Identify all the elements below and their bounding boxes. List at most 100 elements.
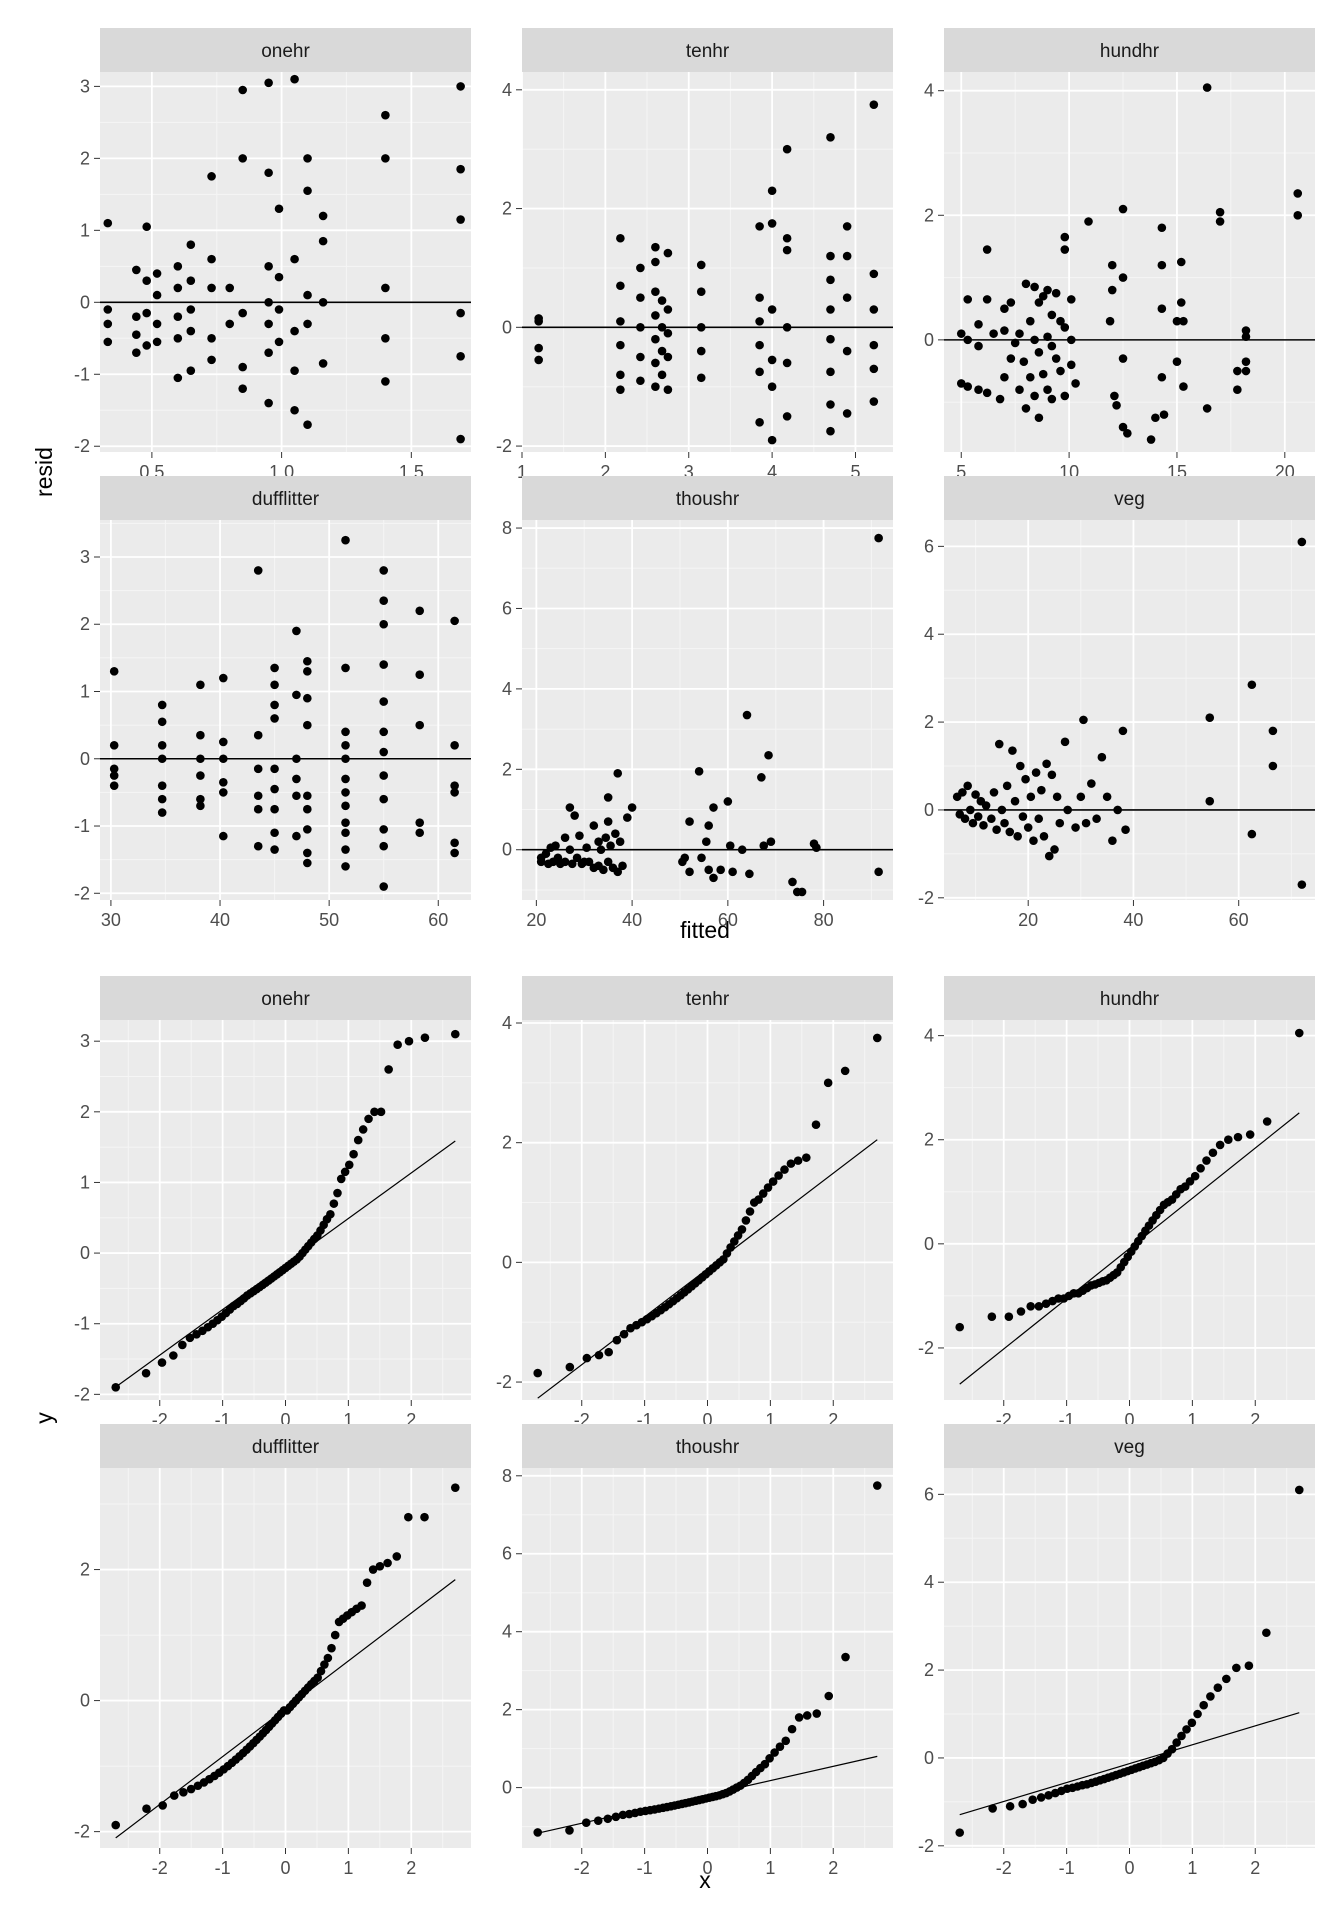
qq-point — [313, 1673, 322, 1682]
facet-strip-residuals-onehr — [100, 28, 471, 72]
y-tick-label: 4 — [924, 81, 934, 101]
data-point — [381, 283, 390, 293]
qq-point — [760, 1759, 770, 1769]
data-point — [963, 335, 973, 345]
data-point — [782, 323, 792, 332]
qq-point — [393, 1040, 402, 1050]
data-point — [1047, 310, 1057, 320]
data-point — [1241, 357, 1251, 366]
data-point — [264, 298, 273, 307]
data-point — [1037, 785, 1046, 795]
y-tick-label: 6 — [924, 536, 934, 556]
data-point — [874, 533, 883, 543]
data-point — [958, 788, 967, 797]
data-point — [1066, 335, 1076, 345]
data-point — [657, 323, 667, 332]
qq-point — [368, 1565, 378, 1574]
data-point — [292, 626, 301, 636]
data-point — [253, 566, 263, 575]
y-tick-label: 6 — [924, 1484, 934, 1504]
data-point — [219, 778, 228, 787]
x-tick-label: 1 — [1187, 1410, 1197, 1430]
data-point — [1176, 298, 1186, 307]
data-point — [1047, 394, 1057, 404]
data-point — [1043, 285, 1052, 295]
data-point — [274, 337, 284, 347]
data-point — [253, 730, 263, 740]
data-point — [238, 362, 247, 372]
data-point — [456, 308, 465, 318]
data-point — [379, 747, 389, 757]
data-point — [264, 168, 273, 178]
facet-strip-label-residuals-dufflitter: dufflitter — [252, 489, 320, 510]
data-point — [997, 805, 1007, 815]
qq-point — [420, 1033, 430, 1042]
qq-point — [111, 1820, 121, 1830]
data-point — [534, 355, 543, 365]
data-point — [956, 329, 966, 338]
facet-strip-label-qq-onehr: onehr — [261, 989, 310, 1010]
qq-point — [336, 1174, 346, 1184]
qq-point — [768, 1177, 778, 1186]
data-point — [303, 804, 312, 814]
y-tick-label: 2 — [924, 205, 934, 225]
data-point — [716, 865, 725, 875]
data-point — [103, 218, 113, 228]
data-point — [1043, 332, 1052, 342]
data-point — [379, 794, 389, 804]
data-point — [1066, 295, 1076, 304]
data-point — [1034, 298, 1044, 307]
data-point — [1019, 357, 1029, 366]
data-point — [450, 848, 459, 858]
data-point — [1118, 273, 1128, 282]
data-point — [1039, 832, 1049, 841]
qq-point — [1233, 1132, 1243, 1142]
data-point — [1247, 680, 1257, 690]
facet-residuals-tenhr: tenhr 1 2 3 4 5 -2 0 2 4 — [496, 28, 893, 482]
data-point — [1215, 207, 1225, 217]
qq-point — [774, 1171, 783, 1180]
data-point — [1202, 404, 1212, 413]
data-point — [826, 400, 835, 409]
data-point — [292, 831, 301, 841]
qq-point — [323, 1653, 333, 1663]
y-tick-label: -2 — [918, 1338, 934, 1358]
y-tick-label: 4 — [502, 80, 512, 100]
data-point — [303, 656, 312, 666]
y-tick-label: -2 — [918, 1836, 934, 1856]
data-point — [618, 861, 627, 871]
data-point — [651, 334, 660, 344]
data-point — [974, 385, 983, 395]
data-point — [196, 771, 205, 780]
facet-strip-qq-hundhr — [944, 976, 1315, 1020]
data-point — [826, 133, 835, 142]
data-point — [767, 382, 777, 391]
qq-point — [1199, 1700, 1208, 1710]
data-point — [767, 355, 777, 365]
data-point — [709, 873, 718, 883]
data-point — [274, 305, 284, 314]
data-point — [1297, 880, 1307, 889]
data-point — [596, 845, 606, 855]
facet-strip-residuals-tenhr — [522, 28, 893, 72]
data-point — [274, 204, 284, 214]
y-tick-label: 3 — [80, 1031, 90, 1051]
qq-point — [603, 1814, 613, 1824]
data-point — [1015, 329, 1024, 338]
qq-point — [1172, 1738, 1181, 1747]
data-point — [742, 710, 752, 720]
data-point — [755, 340, 764, 350]
data-point — [1005, 827, 1015, 837]
data-point — [979, 821, 988, 830]
data-point — [1034, 814, 1044, 824]
data-point — [989, 788, 999, 797]
qq-point — [158, 1801, 167, 1810]
x-tick-label: 1 — [517, 462, 527, 482]
qq-point — [329, 1199, 339, 1208]
data-point — [570, 811, 579, 820]
data-point — [1021, 404, 1031, 413]
data-point — [238, 85, 247, 95]
facet-strip-residuals-veg — [944, 476, 1315, 520]
qq-point — [775, 1742, 785, 1751]
